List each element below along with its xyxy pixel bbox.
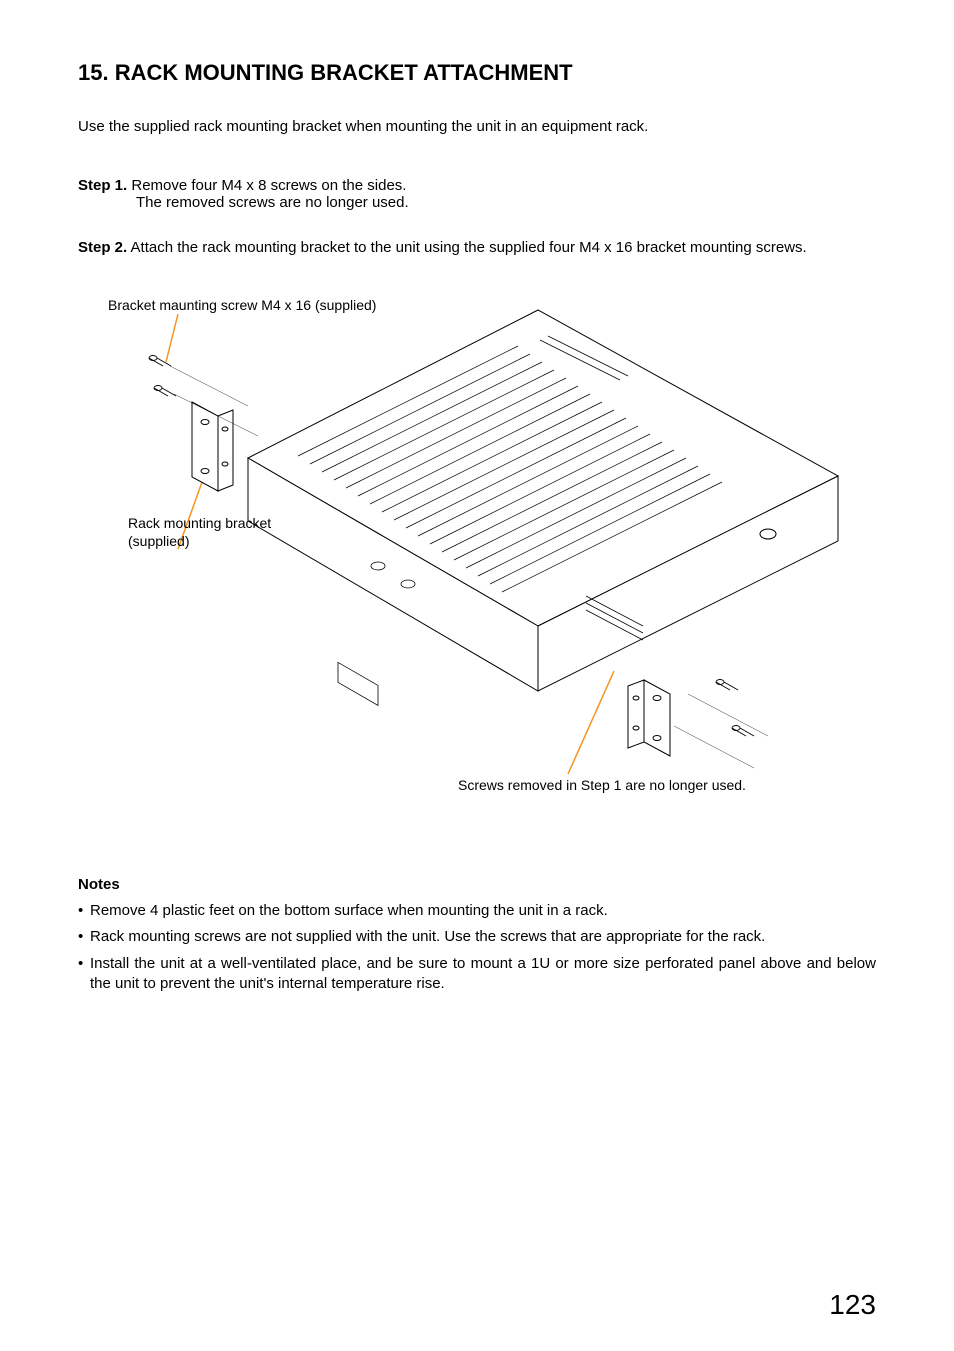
callout-bracket: Rack mounting bracket (supplied) — [128, 514, 271, 550]
step-1-sub: The removed screws are no longer used. — [136, 194, 876, 211]
callout-bracket-line2: (supplied) — [128, 533, 189, 549]
step-1-text: Remove four M4 x 8 screws on the sides. — [131, 177, 406, 194]
callout-bracket-line1: Rack mounting bracket — [128, 515, 271, 531]
diagram-svg — [88, 296, 848, 816]
callout-removed: Screws removed in Step 1 are no longer u… — [458, 776, 746, 794]
step-2-label: Step 2. — [78, 239, 127, 256]
diagram: Bracket maunting screw M4 x 16 (supplied… — [88, 296, 848, 816]
note-item: Remove 4 plastic feet on the bottom surf… — [78, 901, 876, 921]
note-item: Rack mounting screws are not supplied wi… — [78, 927, 876, 947]
step-2-text: Attach the rack mounting bracket to the … — [131, 239, 807, 256]
page-number: 123 — [829, 1289, 876, 1321]
notes-heading: Notes — [78, 876, 876, 893]
callout-screw: Bracket maunting screw M4 x 16 (supplied… — [108, 296, 376, 314]
step-2: Step 2. Attach the rack mounting bracket… — [78, 239, 876, 256]
notes-list: Remove 4 plastic feet on the bottom surf… — [78, 901, 876, 994]
step-1-label: Step 1. — [78, 177, 127, 194]
section-heading: 15. RACK MOUNTING BRACKET ATTACHMENT — [78, 60, 876, 86]
note-item: Install the unit at a well-ventilated pl… — [78, 954, 876, 995]
step-1: Step 1. Remove four M4 x 8 screws on the… — [78, 177, 876, 211]
intro-text: Use the supplied rack mounting bracket w… — [78, 118, 876, 135]
